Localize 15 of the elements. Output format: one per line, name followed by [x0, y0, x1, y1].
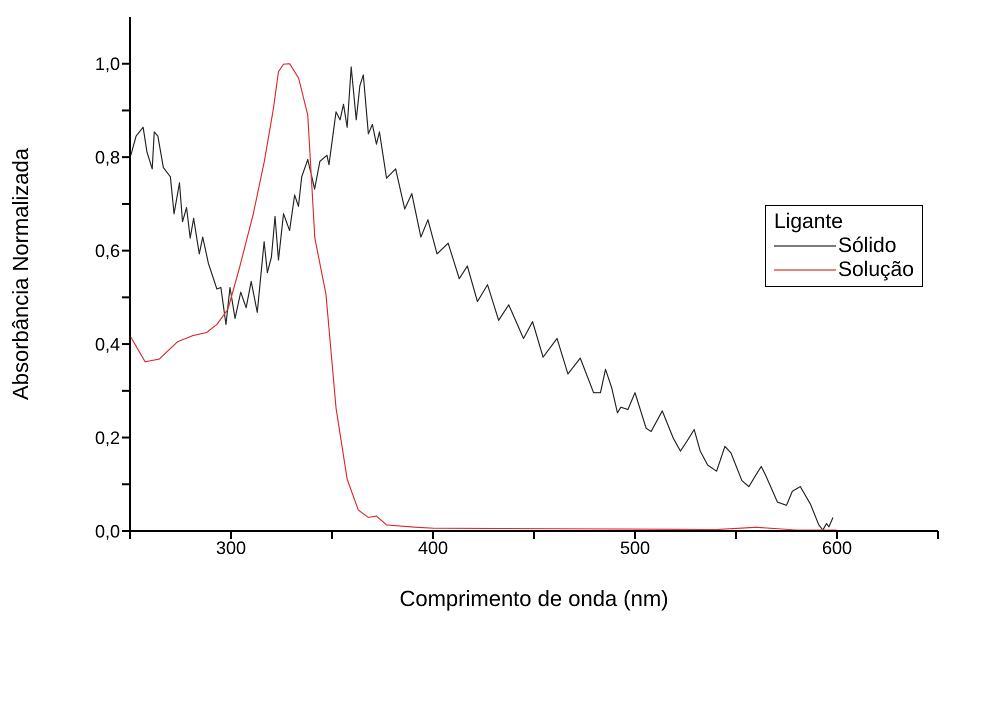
legend-label: Sólido	[838, 234, 896, 258]
y-tick-label: 1,0	[94, 54, 120, 74]
y-axis-title: Absorbância Normalizada	[8, 147, 33, 400]
y-tick-label: 0,2	[94, 428, 120, 448]
x-tick-label: 600	[822, 538, 852, 558]
x-axis-title: Comprimento de onda (nm)	[399, 586, 669, 611]
y-tick-label: 0,0	[94, 521, 120, 542]
y-tick-label: 0,8	[94, 148, 120, 168]
y-tick-label: 0,6	[94, 241, 120, 262]
legend-label: Solução	[838, 258, 914, 282]
legend-title: Ligante	[774, 210, 844, 234]
x-tick-label: 300	[216, 538, 246, 558]
y-tick-label: 0,4	[94, 334, 120, 354]
x-tick-label: 400	[418, 538, 448, 558]
x-tick-label: 500	[620, 538, 650, 558]
